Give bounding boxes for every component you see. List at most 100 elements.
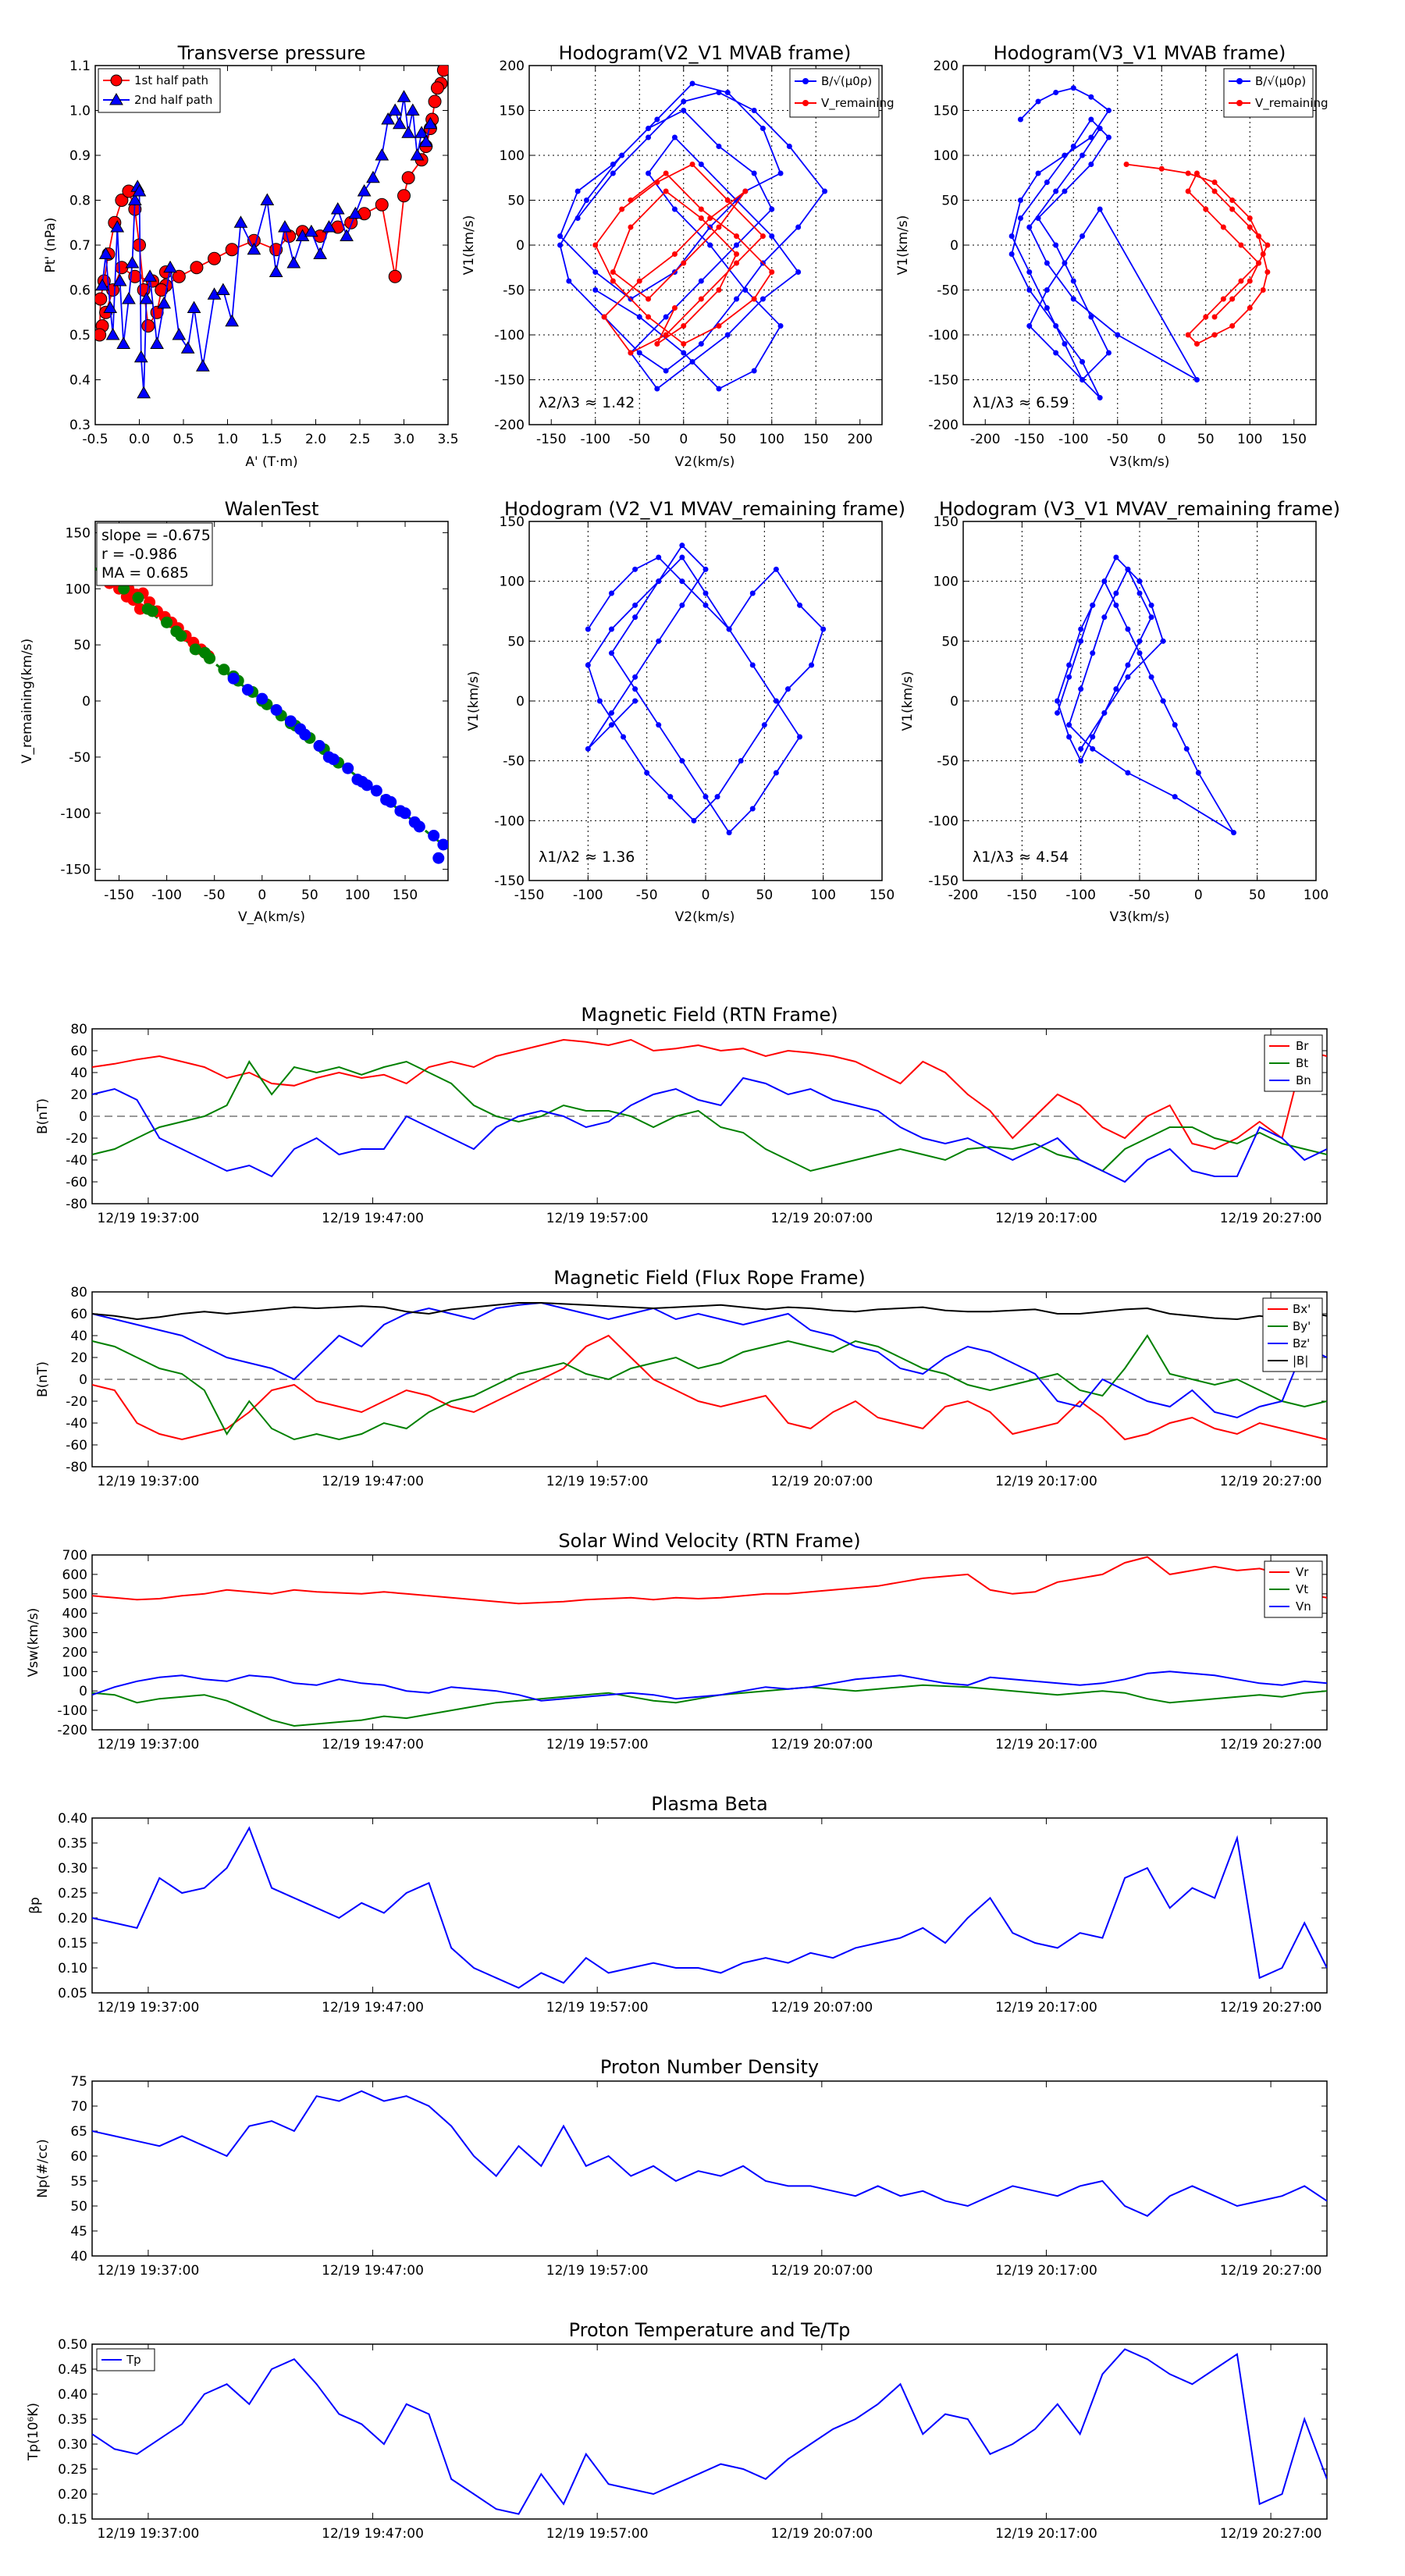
beta-frame	[91, 1817, 1328, 1994]
h3-plot-area: -150 -100 -50 0 50 100 150 -150 -100 -50 0 50 100 150	[494, 514, 895, 903]
h2-plot-area: -200 -150 -100 -50 0 50 100 150 200 -200 -150 -100 -…	[928, 59, 1316, 447]
beta-series-beta-line	[92, 1826, 1327, 1989]
tp-ytick-label: 0.7	[69, 238, 91, 254]
h3-series-hodogram-point	[773, 698, 779, 704]
h1-series-v-remaining-point	[698, 296, 704, 302]
walen-ytick-label: 0	[82, 694, 91, 710]
walen-series-blue-point	[380, 794, 393, 806]
beta-ytick-label: 0.20	[58, 1911, 87, 1927]
h4-series-hodogram-point	[1101, 710, 1108, 716]
walen-ytick-label: -150	[60, 863, 91, 878]
h1-series-b-0--point	[769, 233, 775, 239]
h3-xtick-label: 50	[756, 888, 774, 903]
h3-series-hodogram-point	[761, 722, 767, 728]
h4-series-hodogram-point	[1090, 650, 1096, 656]
h2-series-b-0--point	[1080, 233, 1086, 239]
h4-series-hodogram-point	[1136, 590, 1143, 596]
walen-stats-box: slope = -0.675 r = -0.986 MA = 0.685	[96, 522, 213, 586]
h2-series-v-remaining-point	[1211, 188, 1218, 194]
h2-series-b-0--point	[1097, 206, 1103, 212]
tp-xtick-label: -0.5	[82, 432, 108, 447]
h4-series-hodogram-point	[1160, 698, 1166, 704]
beta-xtick-label: 12/19 20:07:00	[770, 2000, 873, 2016]
h2-series-v-remaining-point	[1256, 233, 1262, 239]
beta-ytick-label: 0.35	[58, 1836, 87, 1852]
h3-series-hodogram-point	[820, 626, 827, 632]
h1-xtick-label: -100	[580, 432, 610, 447]
h3-series-hodogram-point	[656, 722, 662, 728]
h2-series-v-remaining-point	[1247, 305, 1253, 311]
h2-series-v-remaining-point	[1211, 332, 1218, 338]
walen-series-green-point	[132, 592, 144, 604]
sw-ytick-label: 100	[62, 1664, 87, 1680]
tp-series-2nd-half-path-point	[110, 219, 125, 233]
mag_fr-ytick-label: 0	[79, 1372, 87, 1388]
h4-ytick-label: 150	[934, 514, 959, 530]
h3-eigen-ratio: λ1/λ2 ≈ 1.36	[539, 849, 635, 866]
walen-series-blue-point	[370, 785, 382, 797]
tp-xlabel: A' (T·m)	[245, 454, 297, 470]
h1-series-b-0--point	[689, 359, 695, 365]
h4-series-hodogram-point	[1078, 626, 1084, 632]
h1-series-b-0--point	[751, 368, 757, 374]
tp_temp-xtick-label: 12/19 19:47:00	[322, 2526, 424, 2542]
tp-series-2nd-half-path-point	[233, 215, 248, 228]
h1-series-b-0--point	[671, 134, 678, 141]
h4-series-hodogram-point	[1231, 830, 1237, 836]
h1-series-v-remaining-point	[610, 269, 616, 275]
mag_rtn-ytick-label: -40	[66, 1153, 87, 1169]
h3-series-hodogram-point	[585, 662, 591, 668]
sw-legend-vr: Vr	[1296, 1565, 1309, 1579]
h1-series-v-remaining-point	[698, 215, 704, 221]
h4-series-hodogram-point	[1183, 745, 1190, 752]
h4-series-hodogram-point	[1090, 734, 1096, 740]
tp-temp-legend: Tp	[96, 2348, 155, 2371]
tp-series-2nd-half-path-point	[340, 229, 354, 241]
h4-series-hodogram-point	[1055, 710, 1061, 716]
h1-series-v-remaining-point	[592, 242, 599, 248]
tp-temp-legend-label: Tp	[126, 2353, 141, 2367]
h1-series-v-remaining-point	[681, 260, 687, 266]
h1-xtick-label: 200	[848, 432, 873, 447]
np-xtick-label: 12/19 19:37:00	[98, 2263, 200, 2279]
walen-series-blue-point	[351, 774, 364, 786]
h1-series-v-remaining-point	[716, 224, 722, 230]
h1-series-v-remaining-point	[769, 269, 775, 275]
h3-series-hodogram-point	[691, 817, 697, 824]
tp-series-2nd-half-path-point	[286, 255, 301, 269]
h2-xlabel: V3(km/s)	[1110, 454, 1170, 470]
mag_fr-series-bx--line	[92, 1334, 1327, 1441]
mag_fr-ytick-label: -80	[66, 1460, 87, 1475]
panel-hodogram-v3v1-mvav: Hodogram (V3_V1 MVAV_remaining frame) -1…	[900, 498, 1340, 925]
h1-xlabel: V2(km/s)	[675, 454, 735, 470]
h4-series-hodogram-point	[1078, 758, 1084, 764]
tp-series-2nd-half-path-point	[95, 278, 109, 291]
h1-ytick-label: 200	[500, 59, 525, 74]
h3-xtick-label: 150	[870, 888, 895, 903]
h1-series-b-0--point	[751, 170, 757, 176]
h2-ytick-label: -150	[928, 373, 959, 389]
h1-series-b-0--point	[716, 90, 722, 95]
tp-series-2nd-half-path-point	[150, 336, 164, 349]
h3-xtick-label: 0	[702, 888, 710, 903]
tp-series-2nd-half-path-point	[418, 134, 433, 148]
sw-ytick-label: -100	[57, 1703, 87, 1719]
np-ytick-label: 55	[70, 2174, 87, 2190]
h4-eigen-ratio: λ1/λ3 ≈ 4.54	[973, 849, 1069, 866]
h2-series-b-0--point	[1053, 90, 1059, 95]
h2-series-b-0--point	[1193, 377, 1200, 382]
h1-series-b-0--point	[777, 323, 784, 329]
h1-series-b-0--point	[689, 80, 695, 87]
h4-series-hodogram-point	[1136, 650, 1143, 656]
mag_fr-xtick-label: 12/19 20:17:00	[995, 1474, 1097, 1489]
beta-title: Plasma Beta	[651, 1793, 767, 1815]
walen-ytick-label: -100	[60, 806, 91, 822]
h1-series-v-remaining-point	[681, 323, 687, 329]
h1-series-v-remaining-point	[734, 260, 740, 266]
tp-ytick-label: 0.9	[69, 148, 91, 164]
h1-series-b-0--point	[795, 224, 802, 230]
h1-series-v-remaining-point	[610, 278, 616, 284]
h4-series-hodogram-point	[1136, 578, 1143, 585]
h2-series-v-remaining-point	[1185, 332, 1191, 338]
